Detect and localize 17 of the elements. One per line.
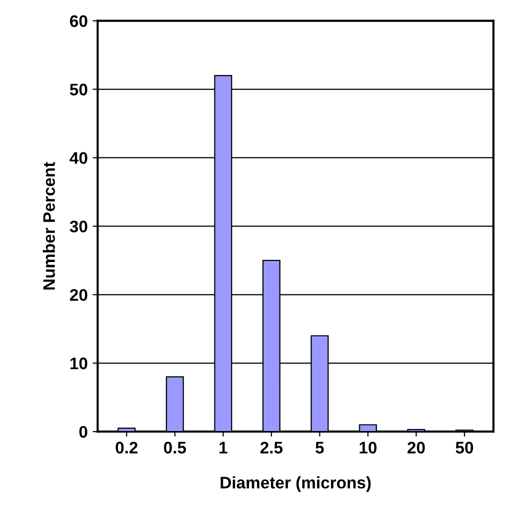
x-tick-label: 2.5 bbox=[260, 442, 283, 454]
x-tick-label: 0.2 bbox=[116, 442, 138, 454]
x-tick-label: 5 bbox=[316, 442, 324, 454]
y-axis-title: Number Percent bbox=[42, 162, 55, 290]
y-tick-label: 10 bbox=[70, 358, 88, 370]
x-tick-label: 1 bbox=[220, 442, 228, 454]
x-tick-label: 50 bbox=[456, 442, 474, 454]
x-tick-label: 10 bbox=[360, 442, 377, 454]
y-tick-label: 40 bbox=[70, 152, 88, 164]
y-tick-label: 50 bbox=[70, 84, 88, 96]
x-axis-title: Diameter (microns) bbox=[220, 476, 371, 492]
y-tick-label: 0 bbox=[79, 426, 88, 438]
x-tick-label: 20 bbox=[408, 442, 425, 454]
y-tick-label: 30 bbox=[70, 220, 88, 232]
y-tick-label: 20 bbox=[70, 289, 88, 301]
x-tick-label: 0.5 bbox=[164, 442, 186, 454]
y-tick-label: 60 bbox=[70, 15, 88, 28]
